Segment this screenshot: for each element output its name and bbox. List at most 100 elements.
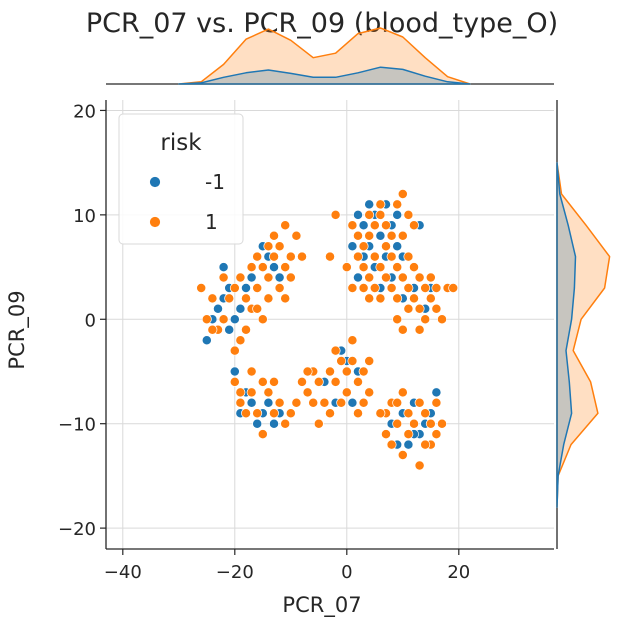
point-risk-pos <box>269 408 279 419</box>
point-risk-pos <box>341 387 352 398</box>
point-risk-neg <box>235 303 246 314</box>
point-risk-neg <box>201 335 212 346</box>
x-tick-label: 0 <box>341 562 352 583</box>
point-risk-neg <box>392 209 403 220</box>
point-risk-neg <box>274 272 285 283</box>
point-risk-pos <box>341 366 352 377</box>
point-risk-pos <box>347 220 358 231</box>
point-risk-pos <box>397 324 408 335</box>
point-risk-neg <box>246 272 257 283</box>
point-risk-pos <box>313 376 324 387</box>
point-risk-pos <box>263 241 274 252</box>
point-risk-pos <box>364 293 375 304</box>
point-risk-pos <box>347 356 358 366</box>
point-risk-pos <box>302 366 313 377</box>
point-risk-pos <box>224 293 235 304</box>
legend-marker-pos <box>149 216 161 228</box>
point-risk-pos <box>392 293 403 304</box>
point-risk-pos <box>392 199 403 210</box>
x-tick-label: −40 <box>104 562 142 583</box>
point-risk-pos <box>397 387 408 398</box>
point-risk-pos <box>196 283 207 293</box>
point-risk-pos <box>403 408 414 419</box>
point-risk-pos <box>218 272 229 283</box>
point-risk-pos <box>235 335 246 346</box>
legend-label-pos: 1 <box>205 210 218 234</box>
point-risk-pos <box>235 272 246 283</box>
point-risk-pos <box>330 345 341 356</box>
point-risk-pos <box>252 283 263 293</box>
point-risk-pos <box>392 418 403 429</box>
point-risk-pos <box>263 387 274 398</box>
point-risk-pos <box>235 387 246 398</box>
y-tick-label: −10 <box>58 415 96 436</box>
point-risk-pos <box>353 376 363 387</box>
point-risk-pos <box>263 293 274 304</box>
point-risk-pos <box>369 220 380 231</box>
point-risk-pos <box>386 251 397 262</box>
point-risk-neg <box>252 418 263 429</box>
point-risk-neg <box>218 262 229 273</box>
point-risk-neg <box>241 283 251 293</box>
point-risk-pos <box>397 272 408 283</box>
point-risk-pos <box>397 450 408 460</box>
point-risk-pos <box>353 230 363 241</box>
point-risk-pos <box>347 335 358 346</box>
point-risk-pos <box>375 209 386 220</box>
point-risk-pos <box>420 408 431 419</box>
point-risk-pos <box>358 283 369 293</box>
point-risk-pos <box>403 251 414 262</box>
legend-marker-neg <box>149 176 161 188</box>
point-risk-pos <box>386 230 397 241</box>
point-risk-pos <box>257 429 268 440</box>
point-risk-pos <box>269 251 279 262</box>
point-risk-pos <box>409 418 419 429</box>
point-risk-pos <box>285 251 296 262</box>
marginal-y-density <box>556 100 611 549</box>
point-risk-pos <box>364 209 375 220</box>
point-risk-pos <box>308 397 319 408</box>
point-risk-pos <box>420 283 431 293</box>
point-risk-pos <box>425 418 436 429</box>
point-risk-pos <box>341 262 352 273</box>
point-risk-pos <box>381 272 391 283</box>
point-risk-pos <box>414 460 425 471</box>
point-risk-pos <box>280 262 291 273</box>
point-risk-neg <box>392 241 403 252</box>
point-risk-pos <box>420 314 431 325</box>
point-risk-pos <box>319 397 330 408</box>
point-risk-pos <box>235 397 246 408</box>
point-risk-pos <box>263 272 274 283</box>
point-risk-neg <box>269 262 279 273</box>
point-risk-pos <box>369 283 380 293</box>
point-risk-pos <box>425 293 436 304</box>
point-risk-pos <box>392 314 403 325</box>
point-risk-pos <box>330 376 341 387</box>
point-risk-pos <box>274 241 285 252</box>
point-risk-neg <box>375 230 386 241</box>
point-risk-neg <box>213 303 223 314</box>
point-risk-pos <box>280 418 291 429</box>
point-risk-neg <box>431 387 442 398</box>
axis-ticks: −40 −20 0 20 −20 −10 0 10 20 <box>58 101 470 583</box>
point-risk-pos <box>353 251 363 262</box>
point-risk-pos <box>375 293 386 304</box>
point-risk-pos <box>381 220 391 231</box>
y-axis-label: PCR_09 <box>5 290 30 369</box>
point-risk-neg <box>229 366 240 377</box>
point-risk-pos <box>375 408 386 419</box>
point-risk-pos <box>437 314 447 325</box>
point-risk-pos <box>285 272 296 283</box>
point-risk-pos <box>207 293 218 304</box>
point-risk-pos <box>336 397 347 408</box>
point-risk-pos <box>297 251 307 262</box>
point-risk-pos <box>353 408 363 419</box>
point-risk-neg <box>347 397 358 408</box>
y-tick-label: 0 <box>85 310 96 331</box>
point-risk-pos <box>375 199 386 210</box>
point-risk-pos <box>325 366 335 377</box>
point-risk-pos <box>364 387 375 398</box>
point-risk-neg <box>229 314 240 325</box>
point-risk-pos <box>403 283 414 293</box>
point-risk-pos <box>403 429 414 440</box>
